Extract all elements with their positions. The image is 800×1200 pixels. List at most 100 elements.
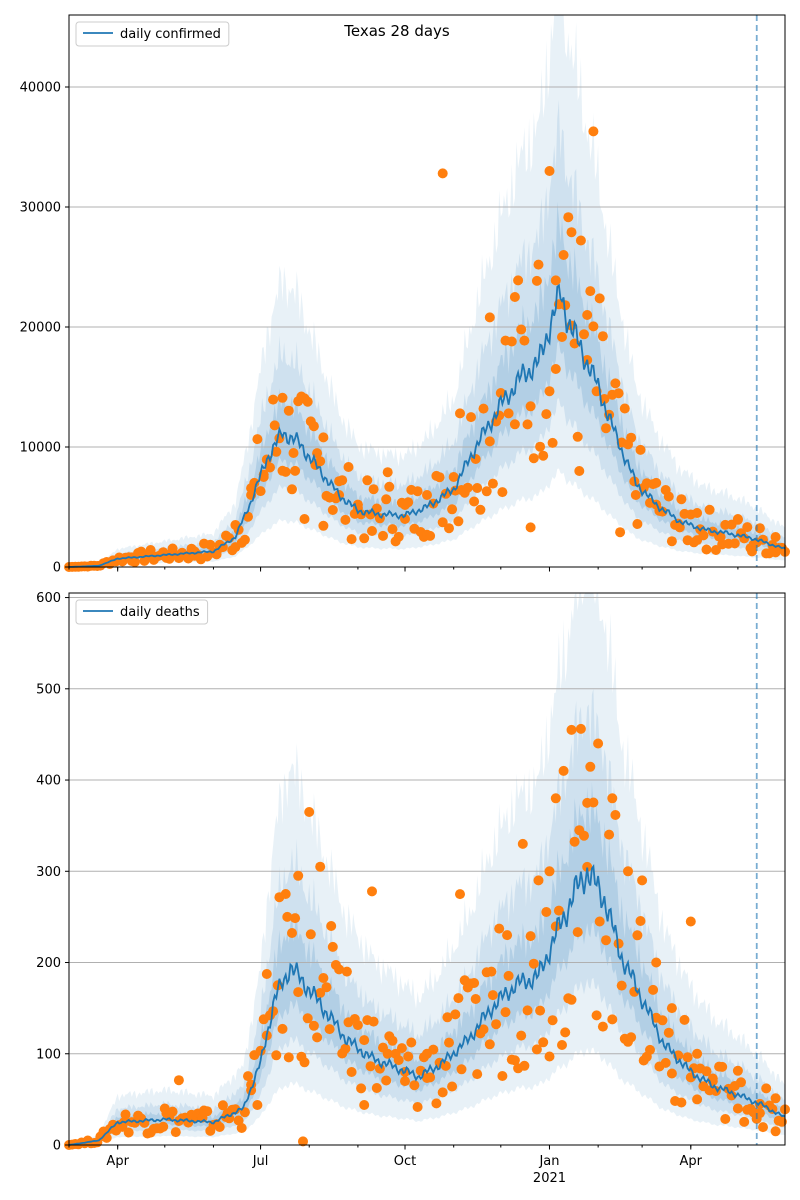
deaths-data-point [173, 1075, 184, 1086]
confirmed-data-point [243, 511, 253, 522]
deaths-data-point [550, 793, 561, 804]
deaths-x-tick-label: Jul [252, 1154, 269, 1169]
confirmed-data-point [371, 503, 382, 514]
confirmed-data-point [205, 539, 216, 550]
deaths-data-point [280, 889, 291, 899]
deaths-data-point [574, 825, 585, 836]
confirmed-data-point [533, 259, 544, 270]
confirmed-data-point [287, 484, 297, 495]
deaths-data-point [666, 1068, 677, 1079]
deaths-data-point [607, 793, 618, 804]
confirmed-data-point [387, 524, 398, 535]
deaths-data-point [308, 1020, 319, 1031]
deaths-data-point [315, 861, 326, 872]
deaths-data-point [607, 1014, 618, 1025]
confirmed-data-point [484, 312, 495, 323]
deaths-y-tick-label: 100 [36, 1047, 61, 1062]
deaths-data-point [582, 861, 593, 872]
confirmed-x-ticks [68, 567, 739, 572]
confirmed-data-point [422, 490, 432, 500]
deaths-data-point [623, 866, 633, 877]
deaths-data-point [359, 1100, 370, 1110]
deaths-data-point [597, 1021, 608, 1032]
confirmed-data-point [729, 538, 740, 549]
confirmed-data-point [522, 419, 533, 430]
deaths-data-point [651, 957, 662, 968]
confirmed-data-point [475, 504, 486, 515]
deaths-data-point [304, 807, 315, 817]
confirmed-data-point [615, 527, 626, 538]
deaths-data-point [682, 1052, 693, 1063]
deaths-data-point [406, 1037, 417, 1048]
deaths-data-point [569, 836, 580, 847]
confirmed-data-point [478, 403, 489, 414]
deaths-data-point [293, 870, 304, 881]
confirmed-line [68, 283, 786, 568]
confirmed-data-point [509, 292, 520, 302]
deaths-data-point [736, 1077, 746, 1088]
confirmed-data-point [448, 472, 459, 482]
deaths-data-point [365, 1061, 376, 1072]
confirmed-data-point [318, 432, 329, 443]
confirmed-data-point [437, 517, 448, 528]
confirmed-data-point [434, 472, 445, 483]
deaths-data-point [660, 1057, 671, 1068]
deaths-data-point [444, 1037, 454, 1048]
deaths-data-point [412, 1102, 423, 1112]
deaths-data-point [324, 1024, 335, 1035]
deaths-data-point [517, 838, 528, 849]
confirmed-data-point [516, 324, 527, 335]
deaths-data-point [293, 987, 304, 998]
deaths-data-point [544, 1051, 555, 1062]
deaths-data-point [356, 1083, 367, 1094]
confirmed-data-point [663, 491, 674, 502]
confirmed-data-point [535, 441, 546, 452]
deaths-data-point [594, 916, 605, 927]
deaths-data-point [236, 1123, 247, 1133]
deaths-legend-box [75, 599, 209, 625]
deaths-x-tick-label: Jan [538, 1154, 559, 1169]
deaths-data-point [302, 1013, 313, 1024]
deaths-data-point [484, 1039, 495, 1050]
deaths-data-point [409, 1080, 420, 1091]
deaths-data-point [645, 1044, 655, 1055]
deaths-data-point [541, 907, 552, 917]
confirmed-data-point [455, 408, 465, 419]
confirmed-data-point [308, 421, 319, 432]
confirmed-data-point [497, 487, 508, 498]
deaths-band-1 [69, 593, 785, 1145]
confirmed-data-point [466, 412, 476, 423]
deaths-data-point [770, 1126, 781, 1137]
deaths-confidence-bands [69, 593, 785, 1145]
deaths-line [68, 863, 786, 1146]
confirmed-data-point [269, 420, 280, 431]
deaths-data-point [472, 1069, 483, 1080]
confirmed-data-point [692, 508, 703, 518]
deaths-data-point [134, 1112, 145, 1123]
confirmed-data-point [346, 534, 357, 545]
confirmed-legend-box [75, 21, 230, 47]
confirmed-data-point [550, 364, 561, 374]
deaths-data-point [277, 1023, 288, 1034]
confirmed-data-point [509, 419, 520, 430]
confirmed-data-point [613, 388, 624, 399]
confirmed-data-point [666, 536, 677, 547]
deaths-data-point [566, 994, 577, 1005]
confirmed-data-point [302, 396, 313, 407]
confirmed-data-point [340, 514, 351, 525]
confirmed-data-point [557, 332, 567, 342]
confirmed-data-point [239, 534, 250, 545]
deaths-data-point [758, 1122, 768, 1133]
deaths-data-point [648, 984, 659, 995]
deaths-data-point [271, 1050, 282, 1061]
confirmed-data-point [525, 401, 536, 412]
deaths-data-point [442, 1012, 453, 1023]
deaths-data-point [382, 1048, 393, 1059]
confirmed-data-point [472, 483, 483, 493]
deaths-data-point [425, 1072, 436, 1083]
deaths-data-point [255, 1045, 266, 1056]
deaths-data-point [601, 935, 611, 946]
deaths-data-point [400, 1076, 410, 1087]
deaths-legend-label: daily deaths [120, 605, 200, 620]
